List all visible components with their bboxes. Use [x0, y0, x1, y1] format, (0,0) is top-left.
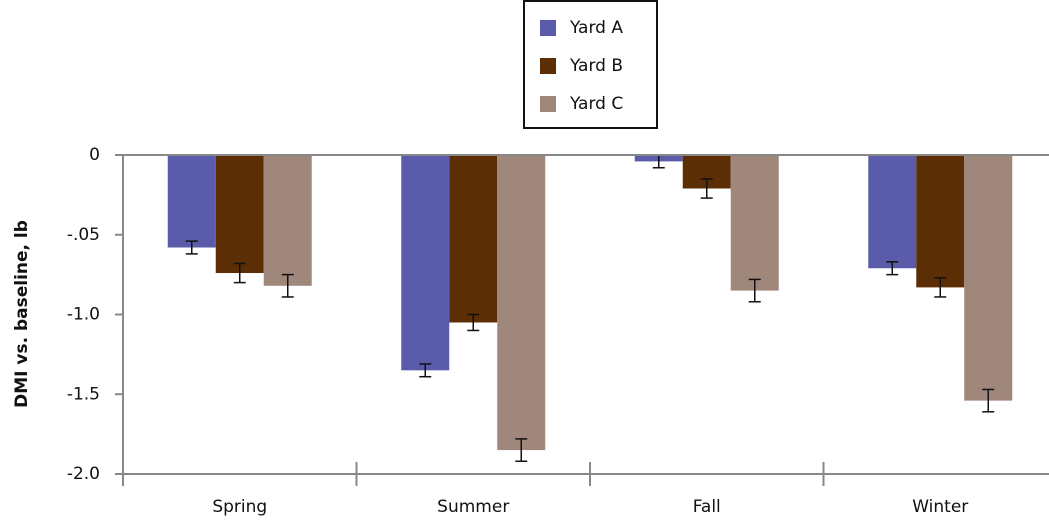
- error-bar: [700, 178, 713, 199]
- y-tick-label: -.05: [67, 225, 100, 245]
- bar: [916, 155, 965, 288]
- x-tick-label: Fall: [693, 497, 721, 517]
- bar: [167, 155, 216, 248]
- bar: [868, 155, 917, 269]
- y-axis-title: DMI vs. baseline, lb: [12, 220, 32, 408]
- x-tick-label: Summer: [437, 497, 509, 517]
- bar: [449, 155, 498, 323]
- error-bar: [886, 261, 899, 276]
- x-tick-label: Winter: [912, 497, 968, 517]
- error-bar: [281, 273, 294, 298]
- bar: [263, 155, 312, 286]
- legend-label: Yard A: [569, 18, 623, 38]
- legend-label: Yard C: [569, 94, 623, 114]
- legend-swatch: [540, 20, 556, 36]
- y-tick-label: 0: [89, 145, 100, 165]
- x-tick-label: Spring: [212, 497, 267, 517]
- error-bar: [748, 278, 761, 303]
- error-bar: [233, 262, 246, 284]
- legend-swatch: [540, 58, 556, 74]
- bar: [730, 155, 779, 291]
- bar: [497, 155, 546, 451]
- error-bar: [934, 277, 947, 298]
- error-bar: [419, 363, 432, 378]
- error-bar: [467, 313, 480, 332]
- bar: [215, 155, 264, 274]
- error-bar: [515, 438, 528, 462]
- y-tick-label: -2.0: [67, 464, 100, 484]
- legend-label: Yard B: [569, 56, 623, 76]
- y-tick-label: -1.0: [67, 305, 100, 325]
- error-bar: [185, 240, 198, 255]
- legend-swatch: [540, 96, 556, 112]
- bar: [964, 155, 1013, 401]
- y-tick-label: -1.5: [67, 384, 100, 404]
- bar: [401, 155, 450, 371]
- error-bar: [982, 388, 995, 413]
